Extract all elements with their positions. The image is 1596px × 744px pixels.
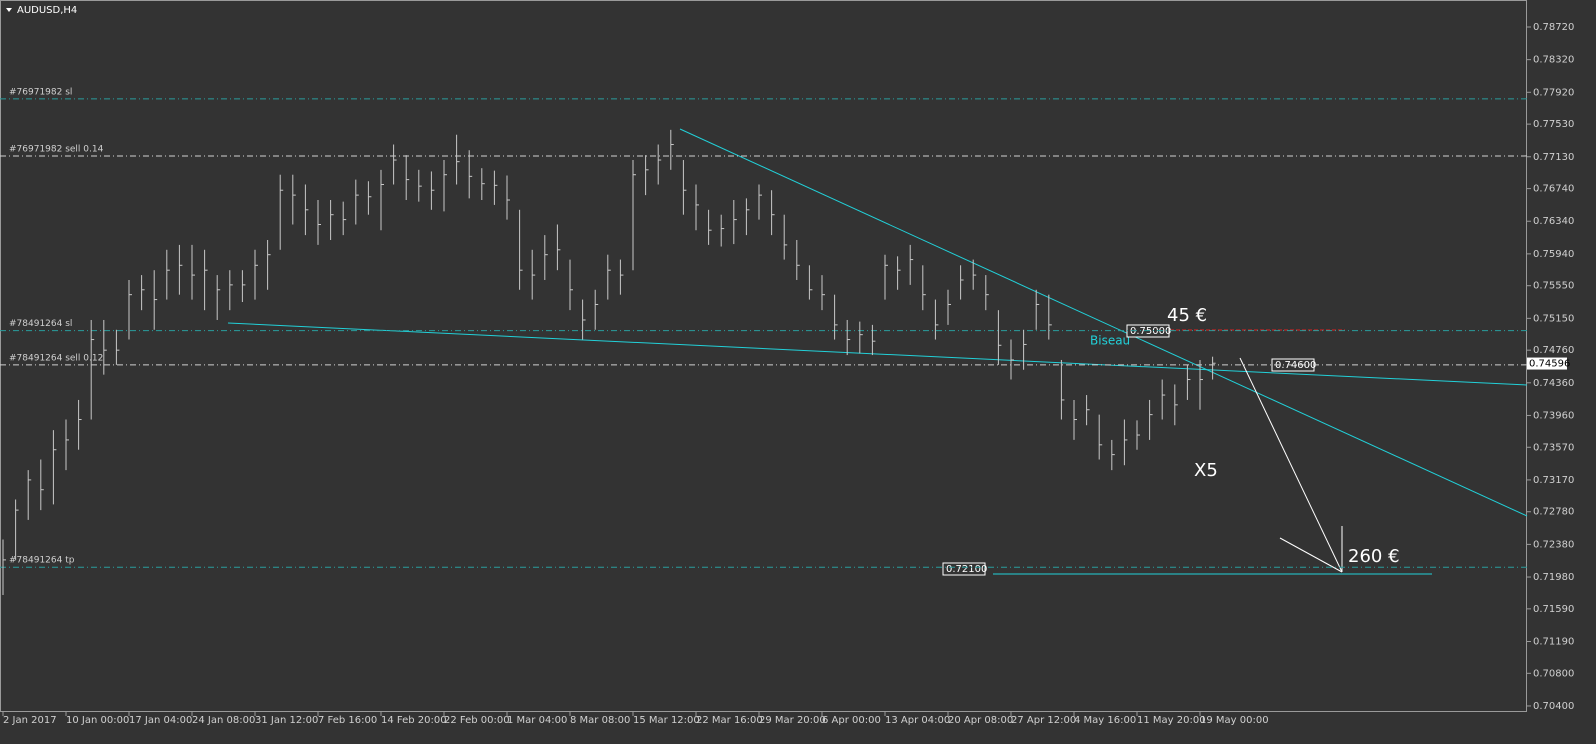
annotation: 260 € — [1348, 546, 1400, 567]
y-tick-label: 0.71590 — [1533, 604, 1574, 615]
x-tick-label: 13 Apr 04:00 — [885, 715, 950, 726]
trendline — [227, 322, 1528, 386]
plot-frame — [0, 0, 1527, 712]
current-price-box — [1527, 357, 1567, 370]
x-tick-label: 7 Feb 16:00 — [318, 715, 377, 726]
y-tick-label: 0.77920 — [1533, 87, 1574, 98]
x-tick-label: 31 Jan 12:00 — [255, 715, 318, 726]
current-price-label: 0.74596 — [1529, 359, 1570, 370]
x-tick-label: 4 May 16:00 — [1074, 715, 1136, 726]
y-tick-label: 0.76740 — [1533, 184, 1574, 195]
x-tick-label: 14 Feb 20:00 — [381, 715, 447, 726]
x-tick-label: 29 Mar 20:00 — [759, 715, 826, 726]
y-tick-label: 0.73170 — [1533, 475, 1574, 486]
y-tick-label: 0.78720 — [1533, 22, 1574, 33]
annotation: Biseau — [1090, 334, 1130, 348]
y-tick-label: 0.73570 — [1533, 442, 1574, 453]
y-tick-label: 0.72380 — [1533, 539, 1574, 550]
level-label: #78491264 tp — [9, 556, 75, 566]
x-tick-label: 8 Mar 08:00 — [570, 715, 630, 726]
y-tick-label: 0.75940 — [1533, 249, 1574, 260]
x-tick-label: 15 Mar 12:00 — [633, 715, 700, 726]
y-tick-label: 0.71980 — [1533, 572, 1574, 583]
y-tick-label: 0.75150 — [1533, 313, 1574, 324]
y-tick-label: 0.71190 — [1533, 636, 1574, 647]
x-tick-label: 11 May 20:00 — [1137, 715, 1206, 726]
arrow — [1239, 357, 1343, 573]
level-label: #78491264 sl — [9, 319, 72, 329]
x-tick-label: 10 Jan 00:00 — [66, 715, 129, 726]
x-tick-label: 24 Jan 08:00 — [192, 715, 255, 726]
level-label: #76971982 sl — [9, 87, 72, 97]
y-tick-label: 0.76340 — [1533, 216, 1574, 227]
x-tick-label: 19 May 00:00 — [1200, 715, 1269, 726]
trendline — [679, 128, 1528, 517]
y-tick-label: 0.73960 — [1533, 410, 1574, 421]
x-tick-label: 1 Mar 04:00 — [507, 715, 567, 726]
x-tick-label: 17 Jan 04:00 — [129, 715, 192, 726]
price-box — [942, 562, 986, 576]
y-tick-label: 0.77130 — [1533, 152, 1574, 163]
price-box-label: 0.74600 — [1275, 360, 1316, 371]
price-box-label: 0.72100 — [946, 564, 987, 575]
price-box-label: 0.75000 — [1130, 326, 1171, 337]
x-tick-label: 6 Apr 00:00 — [822, 715, 881, 726]
level-label: #78491264 sell 0.12 — [9, 353, 103, 363]
chart-title: AUDUSD,H4 — [17, 5, 77, 16]
y-tick-label: 0.72780 — [1533, 507, 1574, 518]
annotation: X5 — [1194, 460, 1218, 481]
y-tick-label: 0.75550 — [1533, 281, 1574, 292]
y-tick-label: 0.70800 — [1533, 668, 1574, 679]
y-tick-label: 0.74760 — [1533, 345, 1574, 356]
y-tick-label: 0.70400 — [1533, 701, 1574, 712]
annotation: 45 € — [1167, 305, 1207, 326]
y-tick-label: 0.78320 — [1533, 55, 1574, 66]
x-tick-label: 2 Jan 2017 — [3, 715, 57, 726]
y-tick-label: 0.77530 — [1533, 119, 1574, 130]
menu-arrow — [6, 8, 12, 12]
x-tick-label: 20 Apr 08:00 — [948, 715, 1013, 726]
x-tick-label: 22 Mar 16:00 — [696, 715, 763, 726]
level-label: #76971982 sell 0.14 — [9, 144, 104, 154]
arrow-head — [1279, 537, 1343, 573]
x-tick-label: 22 Feb 00:00 — [444, 715, 510, 726]
x-tick-label: 27 Apr 12:00 — [1011, 715, 1076, 726]
y-tick-label: 0.74360 — [1533, 378, 1574, 389]
